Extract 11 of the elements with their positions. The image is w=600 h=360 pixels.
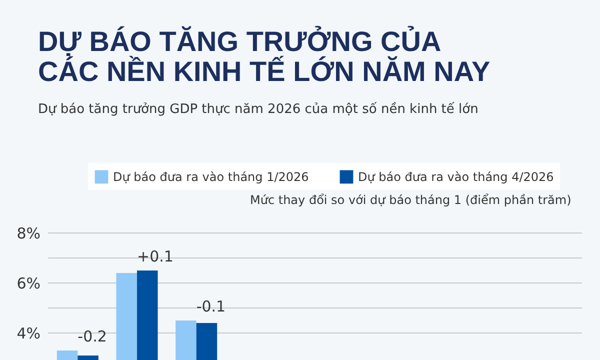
- chart-subtitle: Dự báo tăng trưởng GDP thực năm 2026 của một số nền kinh tế lớn: [38, 101, 478, 117]
- legend-label: Dự báo đưa ra vào tháng 4/2026: [358, 170, 554, 184]
- annotation: -0.2: [78, 328, 107, 346]
- y-tick-label: 8%: [16, 224, 40, 242]
- y-tick-label: 4%: [16, 324, 40, 342]
- legend-label: Dự báo đưa ra vào tháng 1/2026: [113, 170, 309, 184]
- text: Mức thay đổi so với dự báo tháng 1 (điểm phần trăm): [250, 193, 572, 207]
- chart-title: DỰ BÁO TĂNG TRƯỞNG CỦA CÁC NỀN KINH TẾ LỚN NĂM NAY: [38, 25, 491, 87]
- annotation: -0.1: [196, 298, 226, 316]
- annotation: +0.1: [137, 248, 174, 266]
- y-tick-label: 6%: [16, 274, 40, 292]
